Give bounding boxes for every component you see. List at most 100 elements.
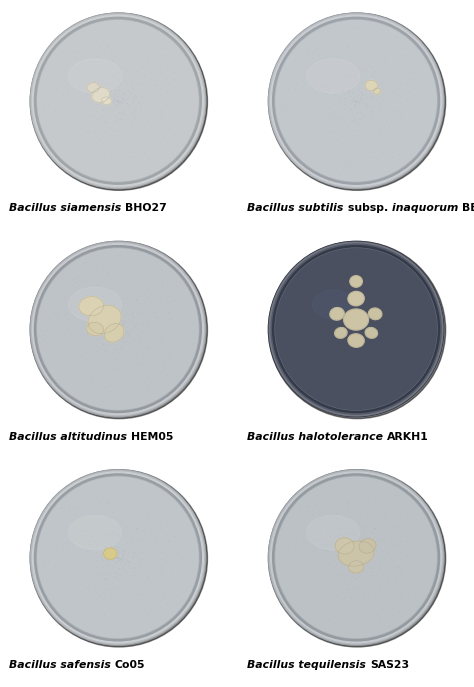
Point — [306, 273, 314, 284]
Point — [106, 506, 114, 517]
Point — [172, 370, 180, 381]
Point — [386, 314, 394, 325]
Point — [112, 593, 119, 604]
Point — [333, 392, 340, 403]
Point — [392, 105, 400, 116]
Point — [356, 369, 364, 380]
Circle shape — [30, 241, 206, 417]
Point — [401, 277, 409, 288]
Point — [117, 546, 125, 557]
Point — [349, 567, 356, 578]
Point — [111, 308, 119, 319]
Point — [365, 76, 373, 87]
Point — [122, 97, 129, 108]
Point — [109, 135, 117, 146]
Point — [350, 552, 358, 563]
Point — [360, 521, 367, 532]
Point — [370, 380, 378, 391]
Point — [112, 249, 120, 260]
Point — [137, 383, 144, 394]
Point — [341, 283, 348, 294]
Point — [167, 563, 175, 574]
Point — [100, 90, 107, 101]
Point — [331, 298, 338, 309]
Point — [114, 95, 122, 106]
Point — [137, 297, 145, 308]
Point — [396, 106, 404, 117]
Point — [103, 111, 111, 122]
Point — [324, 599, 332, 610]
Point — [82, 346, 90, 357]
Circle shape — [275, 248, 437, 410]
Point — [321, 328, 329, 339]
Point — [330, 318, 337, 329]
Point — [306, 502, 314, 513]
Point — [310, 120, 318, 131]
Point — [100, 318, 107, 329]
Point — [130, 337, 137, 348]
Point — [49, 341, 56, 352]
Point — [301, 112, 309, 123]
Point — [392, 98, 399, 109]
Point — [407, 148, 414, 159]
Point — [172, 523, 179, 534]
Point — [135, 77, 142, 88]
Point — [119, 104, 127, 115]
Point — [363, 328, 371, 339]
Point — [100, 164, 108, 174]
Point — [106, 513, 113, 523]
Point — [134, 359, 141, 370]
Point — [169, 377, 176, 388]
Point — [65, 531, 73, 542]
Point — [294, 66, 301, 77]
Circle shape — [35, 246, 201, 412]
Point — [156, 539, 164, 550]
Point — [146, 164, 154, 175]
Point — [321, 88, 329, 99]
Point — [67, 76, 74, 87]
Point — [101, 572, 109, 583]
Point — [324, 142, 332, 153]
Point — [118, 112, 125, 123]
Point — [328, 557, 336, 568]
Point — [138, 357, 146, 368]
Point — [153, 520, 161, 531]
Point — [371, 372, 379, 383]
Point — [163, 506, 171, 517]
Point — [106, 157, 113, 168]
Point — [351, 556, 359, 567]
Point — [43, 96, 51, 107]
Point — [102, 117, 109, 128]
Point — [144, 609, 152, 620]
Point — [333, 59, 341, 70]
Point — [339, 86, 346, 97]
Point — [172, 92, 179, 103]
Point — [410, 67, 418, 78]
Point — [149, 135, 156, 146]
Point — [64, 112, 71, 123]
Point — [302, 316, 310, 327]
Point — [297, 365, 305, 376]
Point — [162, 515, 170, 526]
Point — [130, 300, 138, 311]
Point — [394, 82, 401, 93]
Point — [132, 522, 139, 533]
Point — [146, 392, 154, 403]
Point — [330, 547, 337, 558]
Point — [342, 102, 350, 113]
Point — [356, 570, 363, 581]
Point — [64, 85, 71, 96]
Point — [137, 318, 145, 329]
Point — [166, 85, 174, 96]
Point — [119, 169, 127, 180]
Point — [102, 519, 109, 530]
Point — [172, 142, 180, 153]
Ellipse shape — [365, 80, 377, 91]
Point — [64, 541, 71, 552]
Point — [77, 122, 85, 133]
Point — [353, 552, 360, 563]
Point — [410, 546, 418, 557]
Point — [159, 591, 167, 602]
Point — [382, 508, 389, 519]
Point — [148, 86, 156, 97]
